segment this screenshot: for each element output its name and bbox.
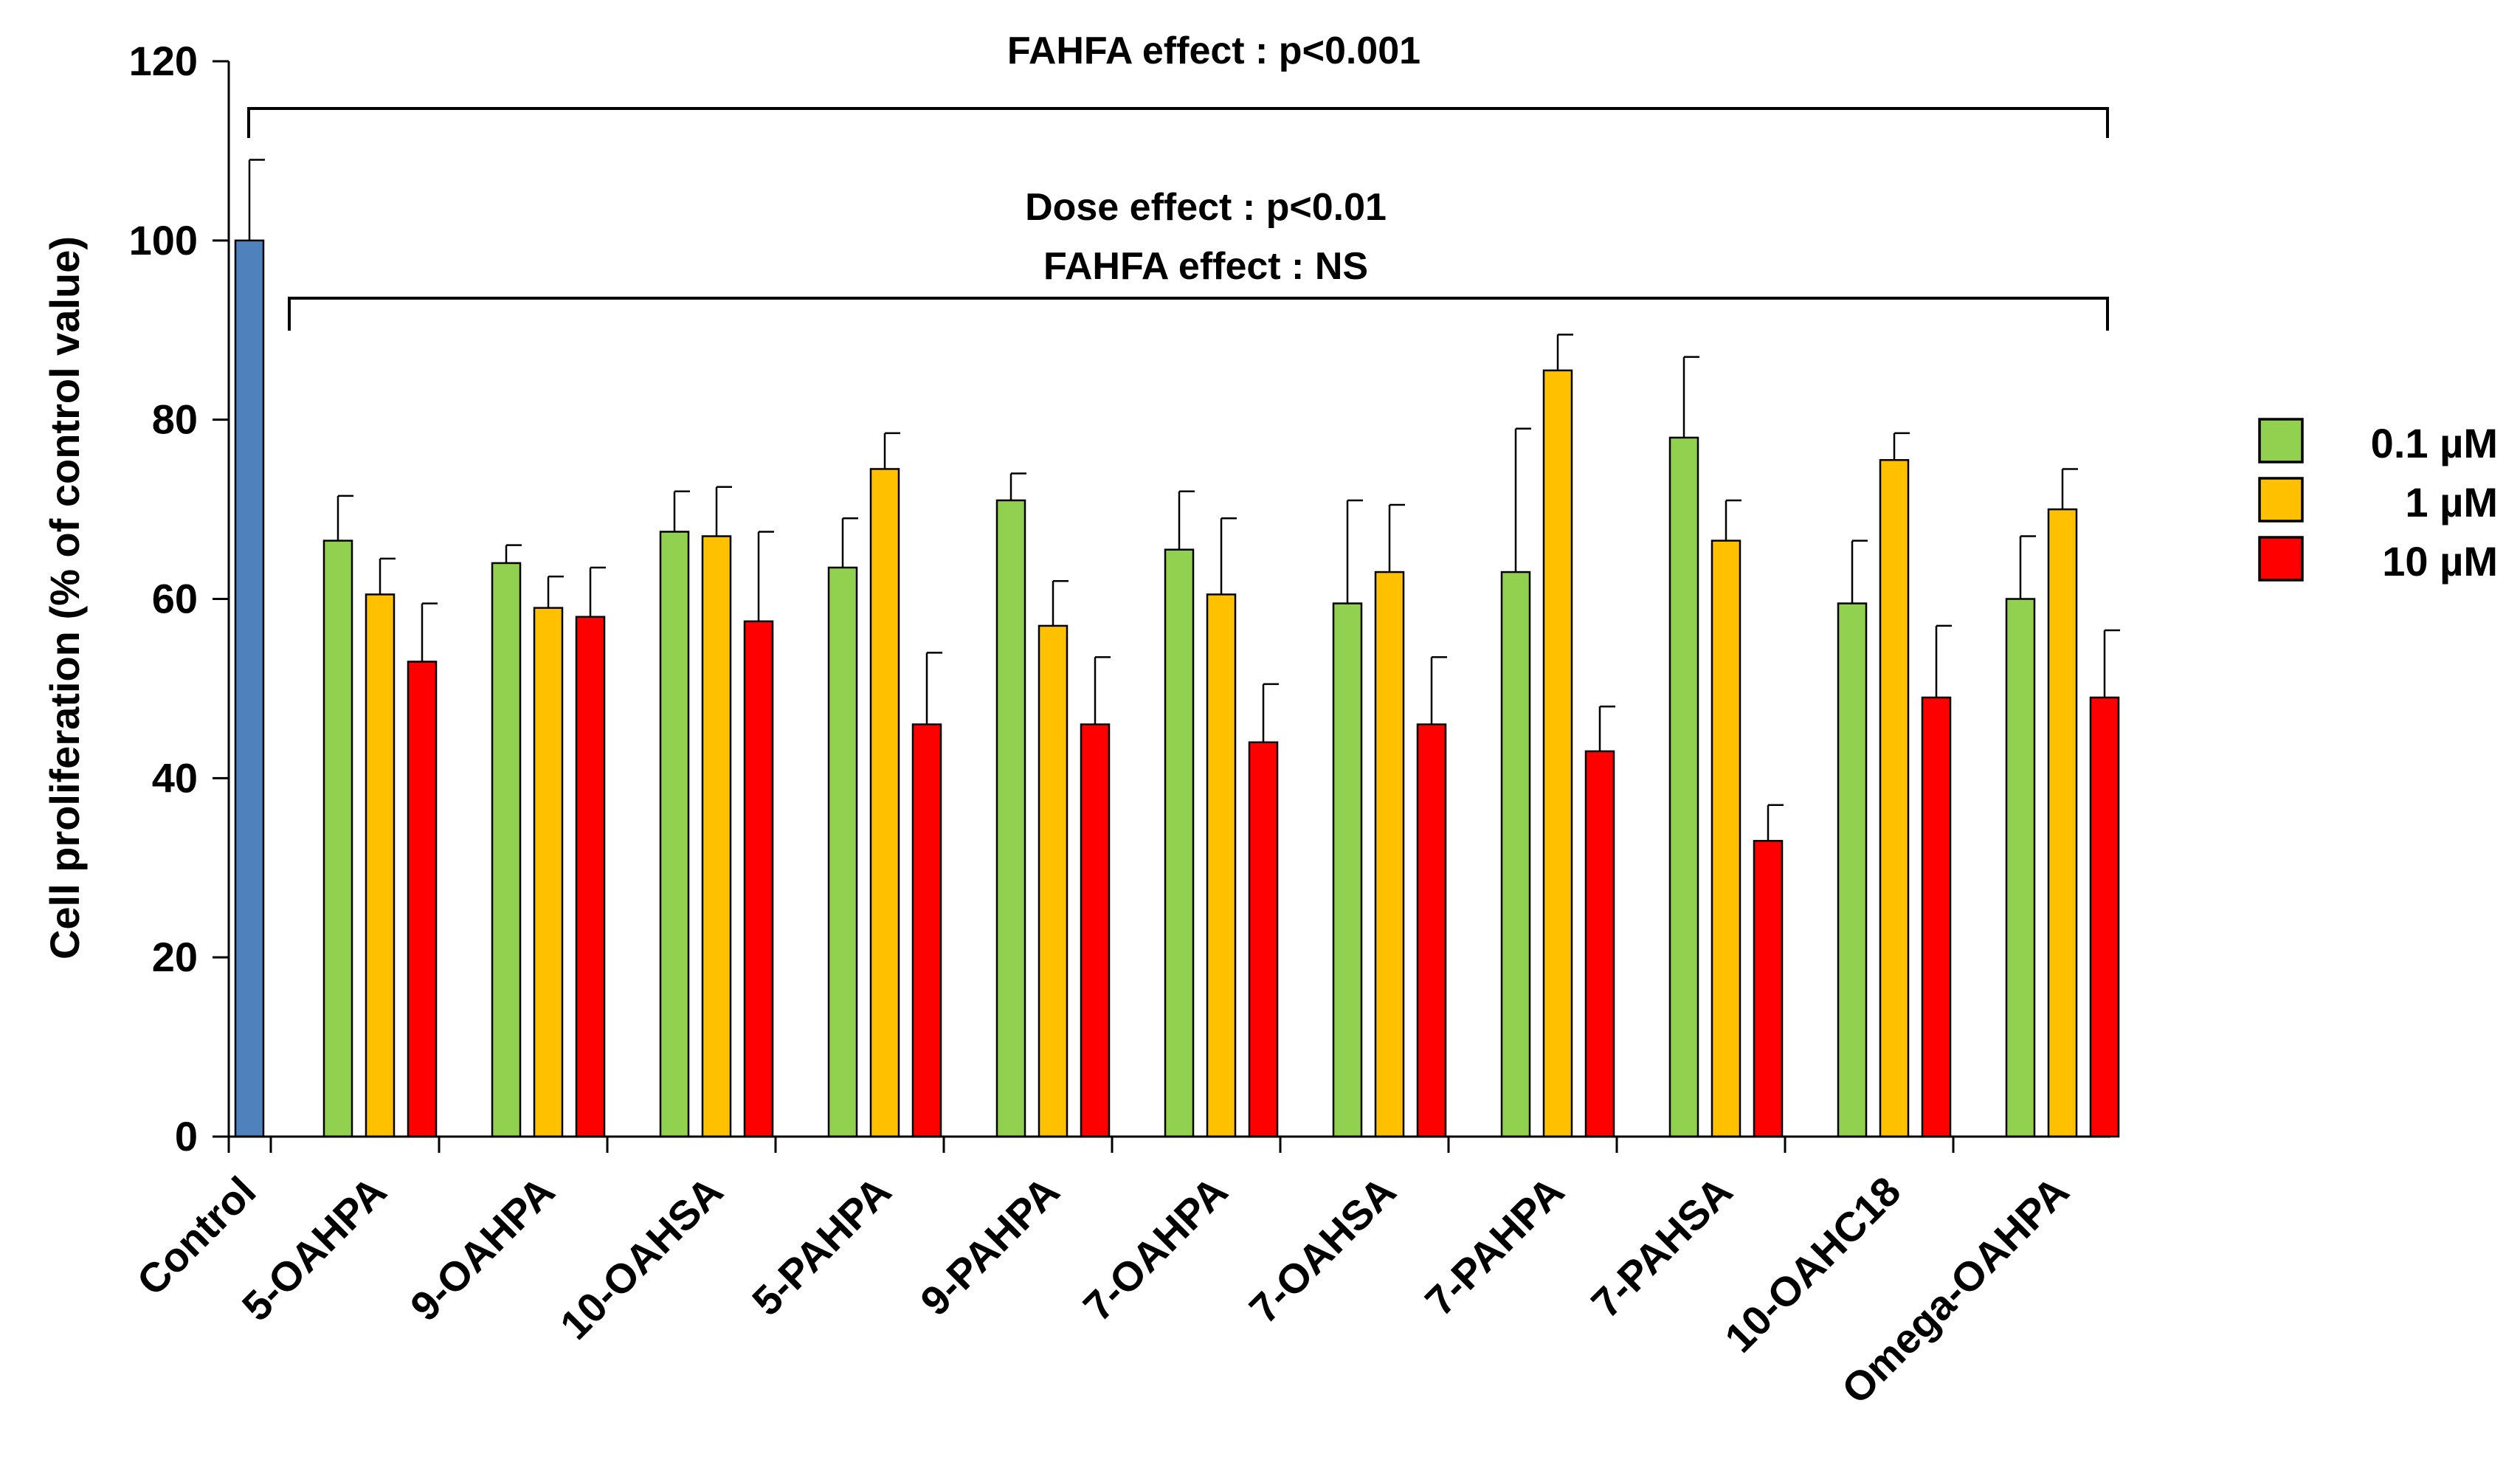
x-label-5-oahpa: 5-OAHPA <box>233 1168 396 1330</box>
x-label-5-pahpa: 5-PAHPA <box>743 1168 900 1324</box>
bar-9-oahpa-s2 <box>533 607 564 1138</box>
x-label-9-oahpa: 9-OAHPA <box>401 1168 564 1330</box>
y-tick-label: 120 <box>129 38 198 84</box>
bar-7-oahsa-s2 <box>1374 571 1405 1138</box>
x-label-7-pahsa: 7-PAHSA <box>1582 1168 1741 1326</box>
legend-swatch-3 <box>2258 536 2304 582</box>
bar-omega-oahpa-s2 <box>2047 508 2078 1138</box>
legend-label-3: 10 µM <box>2382 538 2498 585</box>
annotations-layer: FAHFA effect : p<0.001 Dose effect : p<0… <box>247 30 2109 331</box>
bar-10-oahc18-s3 <box>1921 696 1952 1138</box>
bar-9-oahpa-s3 <box>575 616 606 1138</box>
y-tick-label: 60 <box>152 576 198 622</box>
dose-effect-label: Dose effect : p<0.01 <box>1025 186 1387 229</box>
bar-7-pahpa-s2 <box>1542 369 1573 1138</box>
error-bars-layer <box>248 159 2120 841</box>
bar-5-pahpa-s2 <box>869 468 900 1138</box>
bar-omega-oahpa-s3 <box>2089 696 2120 1138</box>
y-tick-label: 0 <box>175 1113 198 1159</box>
bar-9-pahpa-s2 <box>1038 624 1069 1138</box>
top-bracket <box>247 107 2109 138</box>
bar-7-pahpa-s1 <box>1500 571 1531 1138</box>
bar-10-oahc18-s1 <box>1837 602 1868 1138</box>
bar-7-oahpa-s2 <box>1206 593 1237 1138</box>
y-axis-label: Cell proliferation (% of control value) <box>41 236 88 959</box>
legend-swatch-2 <box>2258 477 2304 523</box>
bar-7-oahpa-s3 <box>1248 741 1279 1138</box>
bar-5-oahpa-s2 <box>365 593 396 1138</box>
bar-5-oahpa-s3 <box>407 661 438 1138</box>
y-tick-label: 100 <box>129 217 198 263</box>
y-tick-label: 40 <box>152 754 198 801</box>
x-label-7-pahpa: 7-PAHPA <box>1416 1168 1573 1324</box>
legend-label-1: 0.1 µM <box>2371 420 2498 466</box>
bar-7-pahpa-s3 <box>1584 750 1615 1138</box>
bar-10-oahsa-s3 <box>743 620 774 1138</box>
bar-5-pahpa-s3 <box>911 723 942 1138</box>
bar-9-oahpa-s1 <box>491 562 522 1138</box>
x-label-control: Control <box>128 1168 264 1304</box>
bar-5-pahpa-s1 <box>827 566 858 1138</box>
bars-layer <box>234 239 2120 1138</box>
bar-10-oahsa-s2 <box>701 535 732 1138</box>
bar-10-oahc18-s2 <box>1879 459 1910 1138</box>
top-bracket-label: FAHFA effect : p<0.001 <box>1007 30 1420 72</box>
bar-omega-oahpa-s1 <box>2005 598 2036 1138</box>
legend-swatch-1 <box>2258 418 2304 463</box>
bar-5-oahpa-s1 <box>322 540 353 1138</box>
bar-7-pahsa-s3 <box>1753 840 1784 1138</box>
bar-7-oahpa-s1 <box>1164 548 1195 1138</box>
x-label-10-oahsa: 10-OAHSA <box>551 1168 732 1348</box>
y-tick-label: 20 <box>152 934 198 980</box>
bar-control <box>234 239 265 1138</box>
inner-bracket <box>288 297 2109 331</box>
x-label-7-oahsa: 7-OAHSA <box>1240 1168 1405 1332</box>
bar-7-pahsa-s1 <box>1668 436 1699 1138</box>
x-label-7-oahpa: 7-OAHPA <box>1074 1168 1237 1330</box>
bar-10-oahsa-s1 <box>659 531 690 1138</box>
bar-7-oahsa-s1 <box>1332 602 1363 1138</box>
legend-label-2: 1 µM <box>2405 479 2498 525</box>
bar-9-pahpa-s1 <box>995 499 1026 1138</box>
bar-7-pahsa-s2 <box>1711 540 1741 1138</box>
legend: 0.1 µM 1 µM 10 µM <box>2258 418 2498 585</box>
x-label-9-pahpa: 9-PAHPA <box>911 1168 1068 1324</box>
bar-7-oahsa-s3 <box>1416 723 1447 1138</box>
bar-9-pahpa-s3 <box>1080 723 1111 1138</box>
y-tick-label: 80 <box>152 396 198 443</box>
fahfa-ns-label: FAHFA effect : NS <box>1043 245 1368 288</box>
